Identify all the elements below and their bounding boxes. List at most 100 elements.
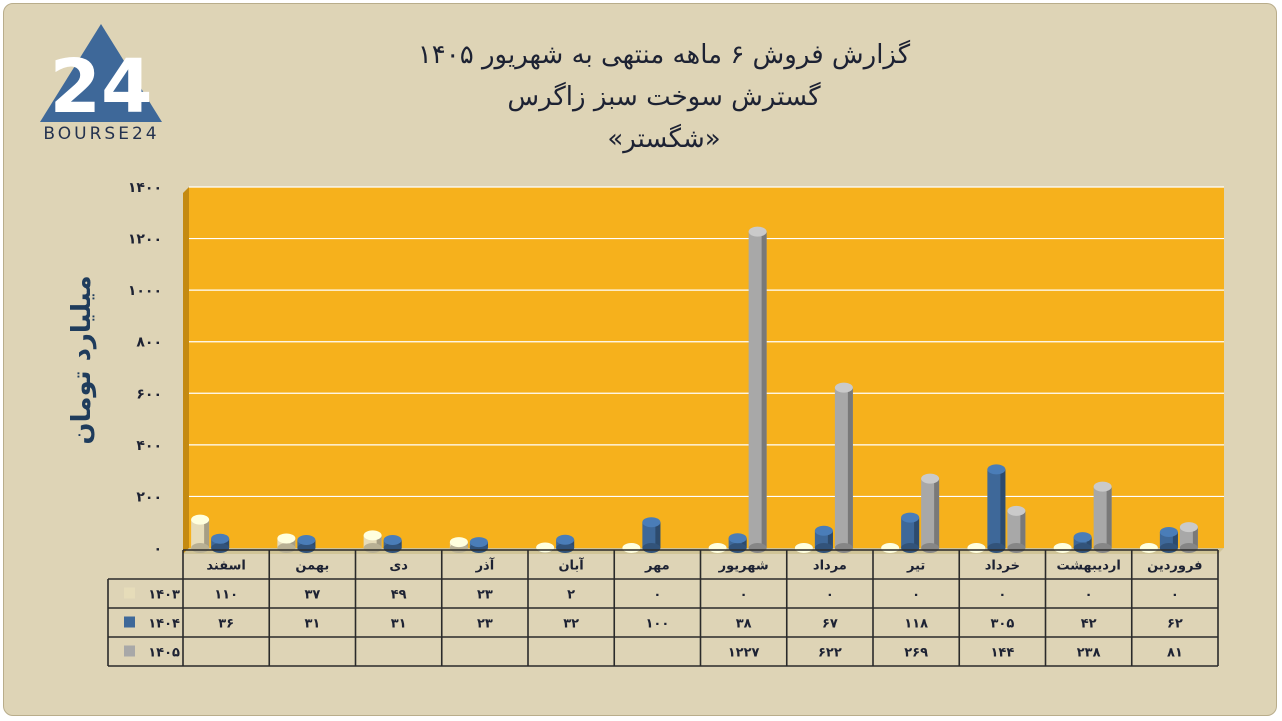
data-label: ۰ <box>1171 588 1179 603</box>
bar-top <box>987 464 1006 475</box>
data-label: ۸۱ <box>1167 646 1183 661</box>
category-label: خرداد <box>985 559 1020 574</box>
bar-base <box>814 543 833 553</box>
data-label: ۳۶ <box>218 617 234 632</box>
bar-top <box>383 535 402 546</box>
legend-label: ۱۴۰۳ <box>148 588 180 603</box>
bar-base <box>901 543 920 553</box>
bar-top <box>967 543 986 553</box>
bar-shadow <box>827 530 833 548</box>
y-tick-label: ۶۰۰ <box>136 386 162 402</box>
bar-base <box>211 543 230 553</box>
bar-shadow <box>569 539 575 548</box>
category-label: بهمن <box>295 559 329 574</box>
bar-top <box>1007 505 1026 516</box>
bar-shadow <box>761 231 767 548</box>
bar-base <box>1159 543 1178 553</box>
legend-label: ۱۴۰۵ <box>148 646 180 661</box>
bar-base <box>1179 543 1198 553</box>
data-label: ۲۳ <box>477 588 493 603</box>
bar-top <box>1179 522 1198 533</box>
y-tick-label: ۴۰۰ <box>136 438 162 454</box>
bar-top <box>1139 543 1158 553</box>
legend-swatch <box>124 587 135 599</box>
y-tick-label: ۱۲۰۰ <box>128 232 162 248</box>
bar-base <box>834 543 853 553</box>
logo-digits: 24 <box>50 44 153 130</box>
bar-top <box>834 382 853 393</box>
data-label: ۰ <box>912 588 920 603</box>
bar-top <box>881 543 900 553</box>
bar-shadow <box>934 478 940 548</box>
category-label: اسفند <box>206 559 245 574</box>
bar-top <box>1053 543 1072 553</box>
plot-area <box>189 187 1224 548</box>
bar-top <box>814 525 833 536</box>
bar-top <box>297 535 316 546</box>
bar-top <box>1093 481 1112 492</box>
title-line-1: گزارش فروش ۶ ماهه منتهی به شهریور ۱۴۰۵ <box>417 40 911 70</box>
bar-top <box>211 533 230 544</box>
bar-top <box>921 473 940 484</box>
data-label: ۱۴۴ <box>990 646 1014 661</box>
bar-shadow <box>224 538 230 548</box>
bar-top <box>642 517 661 528</box>
plot-side-wall <box>183 187 189 554</box>
bar-base <box>363 543 382 553</box>
bar-shadow <box>1020 510 1026 548</box>
bar <box>1073 537 1092 548</box>
data-label: ۰ <box>1085 588 1093 603</box>
bar-shadow <box>655 522 661 548</box>
data-label: ۱۱۸ <box>904 617 928 632</box>
data-label: ۲ <box>567 588 575 603</box>
data-label: ۲۳ <box>477 617 493 632</box>
bar-shadow <box>1106 486 1112 548</box>
bar-shadow <box>1192 527 1198 548</box>
bar-base <box>1007 543 1026 553</box>
data-label: ۲۶۹ <box>904 646 928 661</box>
y-tick-label: ۲۰۰ <box>136 489 162 505</box>
bar-base <box>1093 543 1112 553</box>
bar-top <box>556 534 575 545</box>
bar-base <box>921 543 940 553</box>
bar-shadow <box>396 540 402 548</box>
bar-shadow <box>1000 469 1006 548</box>
bar-top <box>469 537 488 548</box>
y-tick-label: ۰ <box>153 541 162 557</box>
bar-base <box>277 543 296 553</box>
data-label: ۶۲ <box>1167 617 1183 632</box>
data-label: ۳۱ <box>391 617 407 632</box>
bar-shadow <box>741 538 747 548</box>
bar-base <box>1073 543 1092 553</box>
data-label: ۰ <box>740 588 748 603</box>
bourse24-logo-icon: 24 <box>40 24 162 130</box>
bar-top <box>708 543 727 553</box>
category-label: مرداد <box>813 559 847 574</box>
bar-top <box>1073 532 1092 543</box>
bar-shadow <box>847 387 853 548</box>
category-label: دی <box>389 559 408 574</box>
legend-label: ۱۴۰۴ <box>148 617 180 632</box>
y-tick-label: ۱۰۰۰ <box>128 283 162 299</box>
y-axis-label: میلیارد تومان <box>67 275 97 444</box>
bar-top <box>901 512 920 523</box>
bar-base <box>191 543 210 553</box>
title-line-2: گسترش سوخت سبز زاگرس <box>507 82 821 112</box>
title-line-3: «شگستر» <box>607 124 721 154</box>
legend-swatch <box>124 616 135 628</box>
data-label: ۰ <box>826 588 834 603</box>
category-label: تیر <box>906 559 925 574</box>
category-label: مهر <box>644 559 670 574</box>
bar-shadow <box>1086 537 1092 548</box>
bar-top <box>748 226 767 237</box>
data-label: ۳۱ <box>304 617 320 632</box>
bar-shadow <box>376 535 382 548</box>
bar-base <box>748 543 767 553</box>
category-label: شهریور <box>718 559 769 574</box>
data-label: ۴۲ <box>1081 617 1097 632</box>
data-label: ۳۷ <box>304 588 320 603</box>
logo-text: BOURSE24 <box>43 124 160 144</box>
bar-base <box>642 543 661 553</box>
y-tick-label: ۸۰۰ <box>136 335 162 351</box>
